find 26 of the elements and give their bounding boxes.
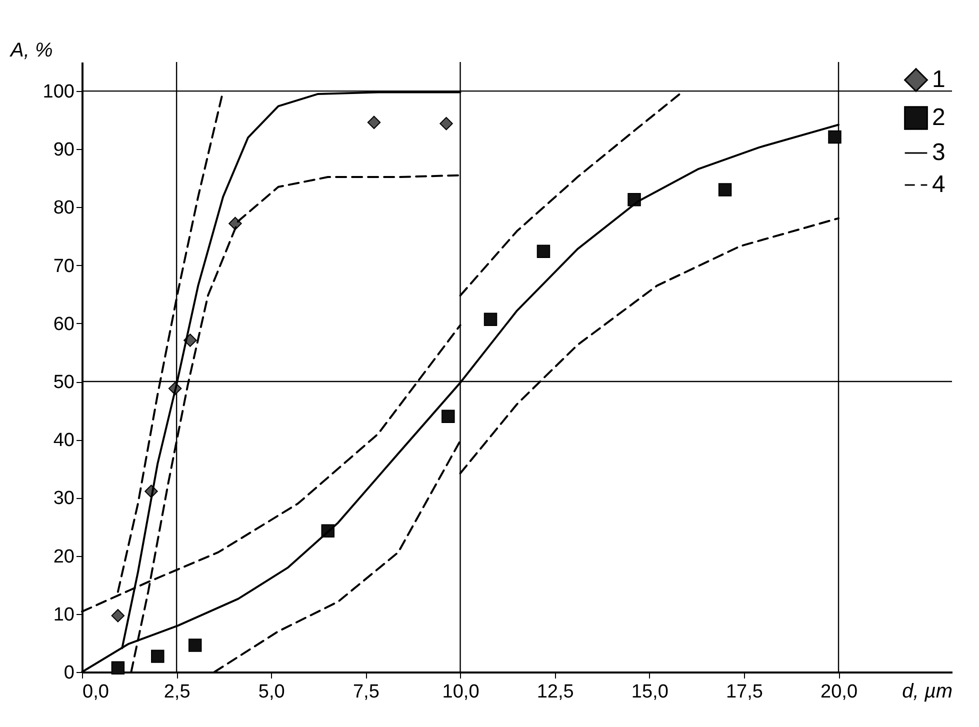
y-axis-title: A, % bbox=[10, 40, 53, 62]
y-tick-label: 0 bbox=[64, 662, 74, 684]
x-tick-label: 12,5 bbox=[536, 682, 574, 702]
x-tick-label: 5,0 bbox=[258, 682, 285, 702]
x-tick-label: 2,5 bbox=[164, 682, 190, 702]
y-tick-label: 10 bbox=[53, 604, 74, 626]
y-tick-label: 90 bbox=[53, 140, 74, 161]
y-tick-label: 80 bbox=[53, 198, 74, 219]
x-axis-title: d, µm bbox=[902, 680, 952, 702]
x-tick-label: 17,5 bbox=[726, 682, 763, 702]
x-tick-label: 0,0 bbox=[82, 682, 109, 702]
legend-label: 1 bbox=[932, 66, 946, 93]
y-tick-label: 60 bbox=[53, 314, 74, 335]
x-tick-label: 20,0 bbox=[820, 682, 858, 702]
y-tick-label: 40 bbox=[53, 430, 74, 452]
legend-label: 2 bbox=[932, 104, 946, 131]
y-tick-label: 70 bbox=[53, 256, 74, 277]
y-tick-label: 30 bbox=[53, 488, 74, 510]
y-tick-label: 100 bbox=[42, 82, 74, 103]
y-tick-label: 50 bbox=[53, 372, 74, 394]
y-tick-label: 20 bbox=[53, 546, 74, 568]
legend-label: 3 bbox=[932, 139, 946, 166]
legend-label: 4 bbox=[932, 171, 946, 198]
x-tick-label: 7,5 bbox=[352, 682, 380, 702]
x-tick-label: 15,0 bbox=[631, 682, 668, 702]
x-tick-label: 10,0 bbox=[442, 682, 480, 702]
